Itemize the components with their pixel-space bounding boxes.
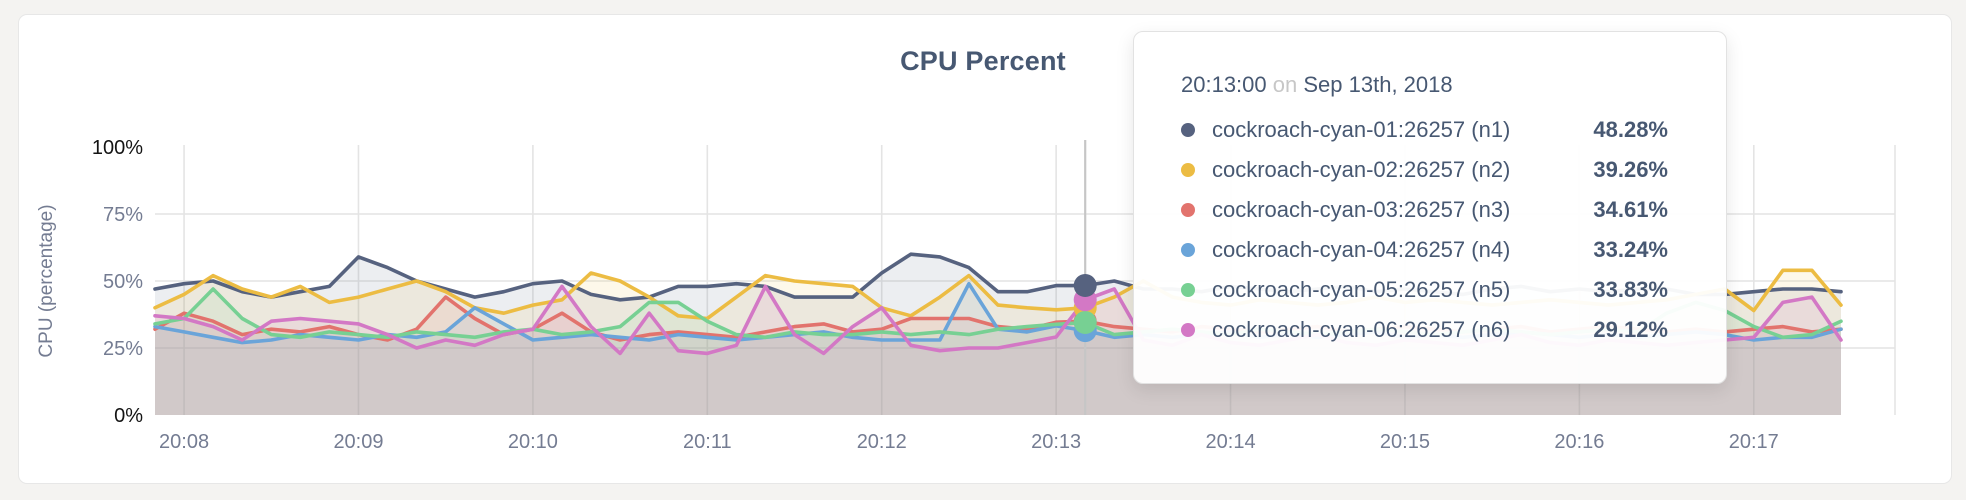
tooltip-date: Sep 13th, 2018 [1303, 72, 1453, 97]
y-axis-title: CPU (percentage) [36, 204, 57, 357]
x-tick-label: 20:08 [159, 431, 209, 453]
tooltip-row: cockroach-cyan-06:26257 (n6) 29.12% [1181, 310, 1668, 350]
hover-point [1073, 311, 1097, 335]
x-tick-label: 20:17 [1729, 431, 1779, 453]
series-label: cockroach-cyan-04:26257 (n4) [1212, 237, 1511, 262]
tooltip-row: cockroach-cyan-05:26257 (n5) 33.83% [1181, 270, 1668, 310]
x-tick-label: 20:09 [333, 431, 383, 453]
tooltip-rows: cockroach-cyan-01:26257 (n1) 48.28% cockro… [1181, 110, 1668, 350]
tooltip-preposition: on [1272, 72, 1298, 97]
series-value: 39.26% [1593, 157, 1668, 182]
series-dot-icon [1181, 203, 1195, 217]
series-value: 33.24% [1593, 237, 1668, 262]
series-value: 34.61% [1593, 197, 1668, 222]
series-label: cockroach-cyan-01:26257 (n1) [1212, 117, 1511, 142]
y-tick-label: 25% [103, 338, 143, 360]
series-dot-icon [1181, 123, 1195, 137]
x-tick-label: 20:16 [1554, 431, 1604, 453]
x-tick-label: 20:12 [857, 431, 907, 453]
tooltip-row: cockroach-cyan-01:26257 (n1) 48.28% [1181, 110, 1668, 150]
x-tick-label: 20:14 [1206, 431, 1256, 453]
y-tick-label: 0% [114, 405, 143, 427]
series-dot-icon [1181, 163, 1195, 177]
tooltip-time: 20:13:00 [1181, 72, 1267, 97]
x-axis-ticks: 20:08 20:09 20:10 20:11 20:12 20:13 20:14 20:15… [159, 431, 1779, 453]
y-tick-label: 50% [103, 271, 143, 293]
x-tick-label: 20:11 [683, 431, 732, 453]
x-tick-label: 20:10 [508, 431, 558, 453]
series-value: 33.83% [1593, 277, 1668, 302]
tooltip-row: cockroach-cyan-02:26257 (n2) 39.26% [1181, 150, 1668, 190]
hover-dots [1073, 274, 1097, 343]
tooltip-row: cockroach-cyan-03:26257 (n3) 34.61% [1181, 190, 1668, 230]
series-label: cockroach-cyan-06:26257 (n6) [1212, 317, 1511, 342]
series-value: 48.28% [1593, 117, 1668, 142]
series-value: 29.12% [1593, 317, 1668, 342]
y-tick-label: 75% [103, 204, 143, 226]
series-dot-icon [1181, 243, 1195, 257]
series-dot-icon [1181, 283, 1195, 297]
tooltip-row: cockroach-cyan-04:26257 (n4) 33.24% [1181, 230, 1668, 270]
y-axis-ticks: 0% 25% 50% 75% 100% [92, 137, 143, 427]
hover-point [1073, 274, 1097, 298]
x-tick-label: 20:15 [1380, 431, 1430, 453]
x-tick-label: 20:13 [1031, 431, 1081, 453]
y-tick-label: 100% [92, 137, 143, 159]
chart-title: CPU Percent [900, 46, 1066, 76]
series-dot-icon [1181, 323, 1195, 337]
series-label: cockroach-cyan-02:26257 (n2) [1212, 157, 1511, 182]
series-label: cockroach-cyan-03:26257 (n3) [1212, 197, 1511, 222]
chart-tooltip: 20:13:00 on Sep 13th, 2018 cockroach-cya… [1133, 31, 1727, 384]
tooltip-header: 20:13:00 on Sep 13th, 2018 [1181, 72, 1668, 98]
series-label: cockroach-cyan-05:26257 (n5) [1212, 277, 1511, 302]
